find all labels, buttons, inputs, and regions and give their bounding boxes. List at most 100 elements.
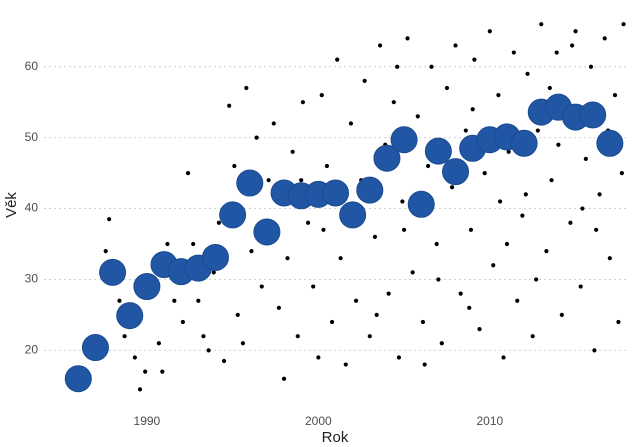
point [367, 334, 372, 339]
point [400, 199, 405, 204]
point [319, 92, 324, 98]
point [515, 298, 520, 303]
point [281, 376, 287, 381]
mean-point [201, 243, 229, 271]
point [374, 312, 379, 318]
point [143, 369, 148, 374]
y-tick-label: 50 [25, 130, 39, 144]
x-tick-label: 1990 [134, 414, 161, 428]
point [211, 270, 216, 275]
x-tick-label: 2000 [305, 414, 332, 428]
point [122, 334, 127, 339]
point [470, 107, 475, 112]
point [329, 319, 335, 325]
mean-point [579, 101, 607, 129]
point [137, 387, 143, 392]
point [501, 355, 506, 360]
mean-point [424, 137, 452, 165]
point [535, 128, 540, 133]
y-tick-label: 60 [25, 59, 39, 73]
point [107, 217, 112, 222]
point [549, 178, 554, 183]
point [249, 248, 254, 254]
point [607, 256, 612, 261]
point [429, 64, 434, 69]
point [467, 305, 472, 310]
point [458, 291, 463, 296]
point [491, 263, 496, 268]
point [482, 170, 487, 176]
x-axis-title: Rok [322, 429, 349, 446]
mean-point [442, 158, 470, 186]
point [468, 227, 474, 232]
point [396, 355, 402, 360]
point [117, 298, 122, 303]
point [299, 178, 304, 183]
point [588, 64, 594, 69]
point [434, 241, 439, 247]
point [612, 92, 618, 98]
mean-point [356, 176, 384, 204]
mean-point [133, 273, 161, 301]
point [472, 57, 477, 62]
point [496, 92, 501, 98]
point [316, 355, 321, 360]
point [132, 355, 137, 360]
mean-point [322, 179, 349, 207]
mean-point [339, 201, 367, 229]
point [271, 121, 276, 126]
point [436, 277, 441, 282]
point [180, 319, 185, 325]
point [395, 64, 400, 69]
point [240, 341, 246, 346]
mean-point [510, 129, 538, 157]
point [191, 241, 196, 247]
point [227, 103, 232, 108]
x-tick-label: 2010 [476, 414, 503, 428]
point [221, 358, 227, 364]
point [420, 319, 426, 325]
point [530, 334, 535, 339]
y-tick-label: 20 [25, 343, 39, 357]
point [556, 142, 561, 147]
point [372, 234, 378, 240]
point [266, 178, 271, 183]
point [619, 170, 624, 176]
point [244, 85, 249, 91]
point [311, 284, 316, 289]
point [511, 50, 516, 55]
mean-point [596, 129, 624, 157]
point [276, 305, 282, 310]
point [216, 220, 221, 225]
point [348, 121, 354, 126]
y-tick-label: 30 [25, 272, 39, 286]
point [232, 163, 237, 169]
point [444, 85, 450, 91]
point [295, 334, 300, 339]
point [415, 114, 420, 119]
point [160, 369, 165, 374]
point [580, 206, 585, 211]
mean-point [64, 365, 92, 393]
point [520, 213, 525, 218]
point [477, 326, 482, 332]
point [196, 298, 201, 303]
point [592, 348, 597, 353]
point [594, 227, 599, 232]
point [285, 256, 290, 261]
point [597, 192, 602, 197]
point [300, 100, 306, 105]
point [425, 163, 431, 169]
point [386, 291, 391, 296]
point [156, 341, 161, 346]
point [487, 29, 492, 34]
point [534, 277, 539, 282]
point [324, 163, 330, 169]
point [362, 78, 367, 84]
point [450, 185, 455, 190]
point [185, 170, 191, 176]
point [583, 156, 588, 162]
point [321, 227, 326, 232]
point [506, 149, 511, 154]
